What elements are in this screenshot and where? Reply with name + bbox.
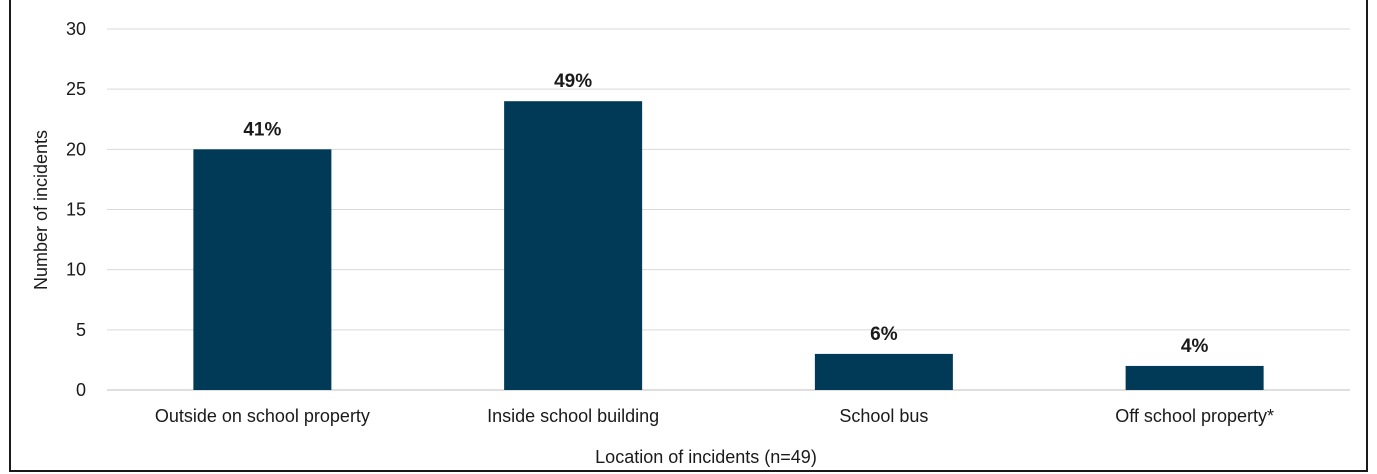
x-category-label: School bus [839, 406, 928, 426]
y-tick-label: 25 [66, 79, 86, 99]
data-label: 49% [554, 71, 592, 92]
bar [193, 149, 332, 390]
y-axis-ticks: 0 5 10 15 20 25 30 [66, 19, 86, 400]
x-category-label: Off school property* [1115, 406, 1274, 426]
y-tick-label: 5 [76, 320, 86, 340]
data-labels: 41% 49% 6% 4% [243, 71, 1208, 357]
y-tick-label: 30 [66, 19, 86, 39]
data-label: 41% [243, 119, 281, 140]
y-tick-label: 0 [76, 380, 86, 400]
bar [814, 353, 953, 390]
bar [504, 101, 643, 390]
x-category-label: Inside school building [487, 406, 659, 426]
y-axis-title: Number of incidents [31, 130, 51, 290]
bar [1125, 365, 1264, 390]
data-label: 6% [870, 324, 898, 345]
x-axis-categories: Outside on school property Inside school … [155, 406, 1274, 426]
x-category-label: Outside on school property [155, 406, 370, 426]
y-tick-label: 15 [66, 200, 86, 220]
x-axis-title: Location of incidents (n=49) [595, 447, 817, 467]
y-tick-label: 10 [66, 260, 86, 280]
bars [193, 101, 1264, 390]
y-tick-label: 20 [66, 139, 86, 159]
data-label: 4% [1181, 336, 1209, 357]
